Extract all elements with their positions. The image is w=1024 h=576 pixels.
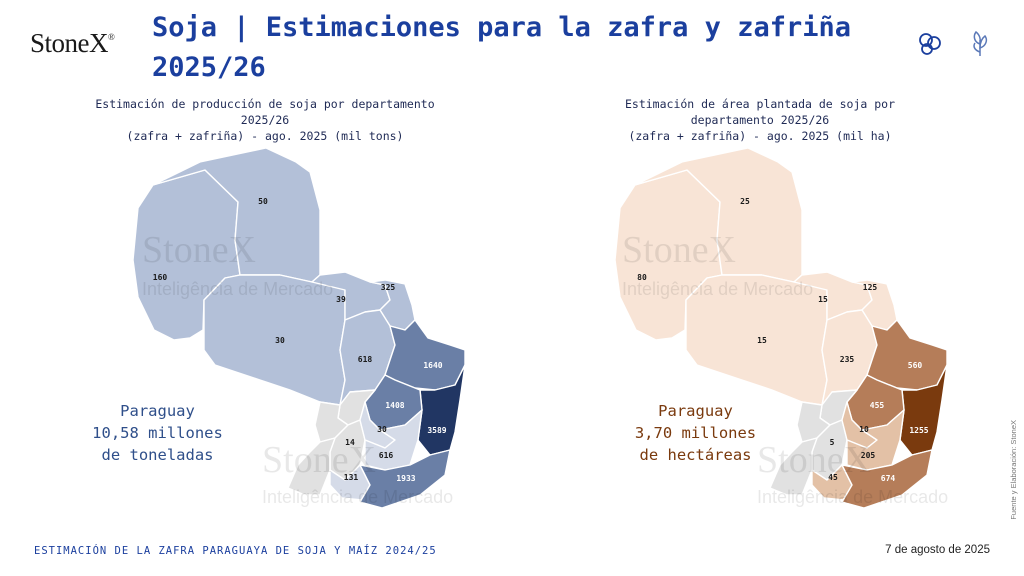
label-alto-paraguay: 25 (740, 197, 750, 206)
left-total-line-2: 10,58 millones (92, 424, 223, 442)
label-pres-hayes: 15 (757, 336, 767, 345)
right-total-line-1: Paraguay (658, 402, 733, 420)
label-paraguari: 5 (830, 438, 835, 447)
right-total: Paraguay 3,70 millones de hectáreas (588, 400, 803, 466)
label-paraguari: 14 (345, 438, 355, 447)
production-map: 160 50 30 39 325 618 1640 3589 1408 14 30 616 131 193… (132, 147, 466, 509)
label-concepcion: 39 (336, 295, 346, 304)
soybean-icon (919, 33, 941, 55)
label-itapua: 674 (881, 474, 896, 483)
label-canindeyu: 560 (908, 361, 923, 370)
source-note: Fuente y Elaboración: StoneX (1009, 420, 1018, 520)
right-map-title: Estimación de área plantada de soja por … (525, 96, 995, 144)
label-boqueron: 80 (637, 273, 647, 282)
top-icons (916, 30, 992, 58)
left-title-line-3: (zafra + zafriña) - ago. 2025 (mil tons) (126, 129, 404, 143)
plant-icon (973, 30, 988, 56)
label-caaguazu: 455 (870, 401, 885, 410)
left-map-title: Estimación de producción de soja por dep… (30, 96, 500, 144)
page-title: Soja | Estimaciones para la zafra y zafr… (152, 12, 851, 83)
left-total-line-3: de toneladas (101, 446, 214, 464)
left-total: Paraguay 10,58 millones de toneladas (50, 400, 265, 466)
label-amambay: 125 (863, 283, 878, 292)
right-title-line-3: (zafra + zafriña) - ago. 2025 (mil ha) (628, 129, 892, 143)
label-misiones: 131 (344, 473, 359, 482)
label-caazapa: 205 (861, 451, 876, 460)
label-caaguazu: 1408 (385, 401, 404, 410)
logo-mark: ® (108, 32, 115, 42)
logo-text: StoneX (30, 28, 109, 58)
label-concepcion: 15 (818, 295, 828, 304)
label-alto-parana: 3589 (427, 426, 446, 435)
footer-report-title: ESTIMACIÓN DE LA ZAFRA PARAGUAYA DE SOJA… (34, 545, 437, 557)
label-guaira: 10 (859, 425, 869, 434)
label-itapua: 1933 (396, 474, 415, 483)
label-boqueron: 160 (153, 273, 168, 282)
right-total-line-3: de hectáreas (639, 446, 752, 464)
label-guaira: 30 (377, 425, 387, 434)
department-canindeyu (866, 319, 948, 391)
right-title-line-1: Estimación de área plantada de soja por (624, 97, 896, 111)
label-misiones: 45 (828, 473, 838, 482)
label-amambay: 325 (381, 283, 396, 292)
department-itapua (359, 449, 451, 509)
right-total-line-2: 3,70 millones (634, 424, 757, 442)
department-neembucu (769, 437, 818, 496)
department-neembucu (287, 437, 336, 496)
label-san-pedro: 235 (840, 355, 855, 364)
right-title-line-2: departamento 2025/26 (690, 113, 830, 127)
label-pres-hayes: 30 (275, 336, 285, 345)
label-alto-paraguay: 50 (258, 197, 268, 206)
footer-date: 7 de agosto de 2025 (885, 544, 990, 556)
area-map: 80 25 15 15 125 235 560 1255 455 5 10 205 45 674 (614, 147, 948, 509)
label-san-pedro: 618 (358, 355, 373, 364)
left-title-line-2: 2025/26 (240, 113, 290, 127)
department-itapua (841, 449, 933, 509)
department-canindeyu (384, 319, 466, 391)
left-title-line-1: Estimación de producción de soja por dep… (95, 97, 435, 111)
left-total-line-1: Paraguay (120, 402, 195, 420)
label-caazapa: 616 (379, 451, 394, 460)
label-canindeyu: 1640 (423, 361, 442, 370)
label-alto-parana: 1255 (909, 426, 928, 435)
stonex-logo: StoneX® (30, 28, 115, 59)
